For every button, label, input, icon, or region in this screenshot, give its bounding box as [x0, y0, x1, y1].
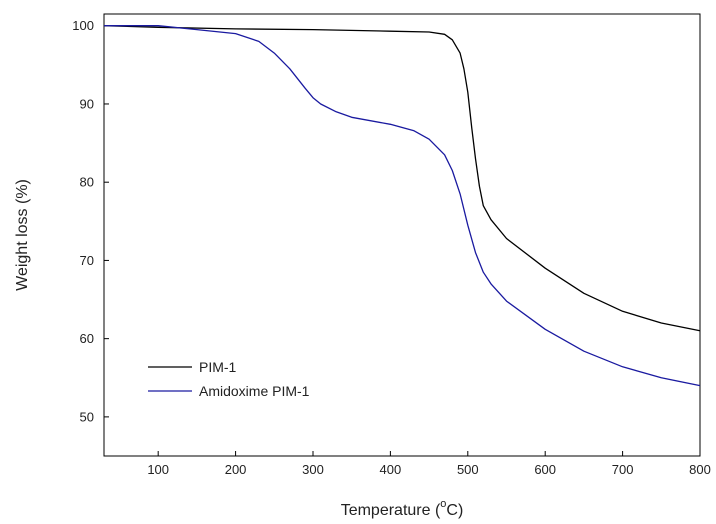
- y-tick-label: 70: [80, 253, 94, 268]
- plot-frame: [103, 13, 701, 457]
- y-tick-label: 50: [80, 409, 94, 424]
- x-tick-label: 400: [380, 462, 402, 477]
- x-tick-label: 200: [225, 462, 247, 477]
- x-tick-label: 100: [147, 462, 169, 477]
- y-tick-label: 90: [80, 96, 94, 111]
- x-tick-label: 500: [457, 462, 479, 477]
- series-layer: [103, 25, 701, 387]
- x-axis-title-suffix: C): [446, 502, 463, 519]
- y-tick-label: 80: [80, 175, 94, 190]
- x-axis-title-degree: o: [440, 498, 446, 510]
- x-tick-label: 800: [689, 462, 711, 477]
- x-tick-label: 700: [612, 462, 634, 477]
- x-tick-label: 600: [534, 462, 556, 477]
- y-tick-label: 100: [72, 18, 94, 33]
- axis-ticks: 100 200 300 400 500 600 700 800 50 60 70 80 90 100: [72, 18, 711, 477]
- legend-label-1: Amidoxime PIM-1: [199, 383, 310, 399]
- legend-label-0: PIM-1: [199, 359, 237, 375]
- x-tick-label: 300: [302, 462, 324, 477]
- series-line-0: [103, 25, 701, 332]
- x-axis-title: Temperature (oC): [341, 498, 464, 519]
- series-line-1: [104, 25, 701, 387]
- y-axis-title: Weight loss (%): [14, 179, 31, 291]
- legend: PIM-1 Amidoxime PIM-1: [148, 359, 310, 399]
- y-tick-label: 60: [80, 331, 94, 346]
- x-axis-title-prefix: Temperature (: [341, 502, 441, 519]
